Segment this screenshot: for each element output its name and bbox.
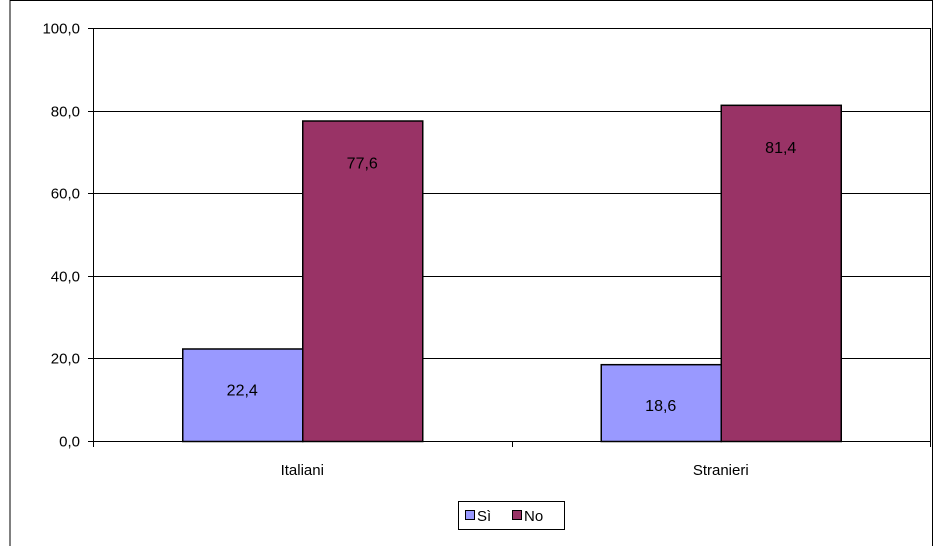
- legend-box: [458, 501, 565, 530]
- legend-label-si: Sì: [477, 508, 491, 525]
- y-tick-label: 20,0: [51, 351, 80, 368]
- y-tick-label: 80,0: [51, 104, 80, 121]
- bar-no-italiani: [302, 120, 424, 443]
- bar-no-stranieri: [720, 104, 842, 443]
- y-tick-label: 100,0: [42, 21, 80, 38]
- data-label: 81,4: [765, 140, 796, 157]
- bars: [182, 104, 842, 443]
- y-tick-label: 60,0: [51, 186, 80, 203]
- x-category-label: Stranieri: [693, 462, 749, 479]
- legend-label-no: No: [524, 508, 543, 525]
- legend-swatch-si: [465, 510, 475, 520]
- legend-swatch-no: [512, 510, 522, 520]
- bar-si-stranieri: [600, 363, 722, 443]
- y-tick-label: 0,0: [59, 434, 80, 451]
- data-label: 18,6: [645, 398, 676, 415]
- y-tick-label: 40,0: [51, 269, 80, 286]
- legend: Sì No: [458, 501, 565, 530]
- data-labels: 22,4 77,6 18,6 81,4: [227, 140, 797, 415]
- x-category-label: Italiani: [281, 462, 324, 479]
- data-label: 22,4: [227, 382, 258, 399]
- data-label: 77,6: [347, 156, 378, 173]
